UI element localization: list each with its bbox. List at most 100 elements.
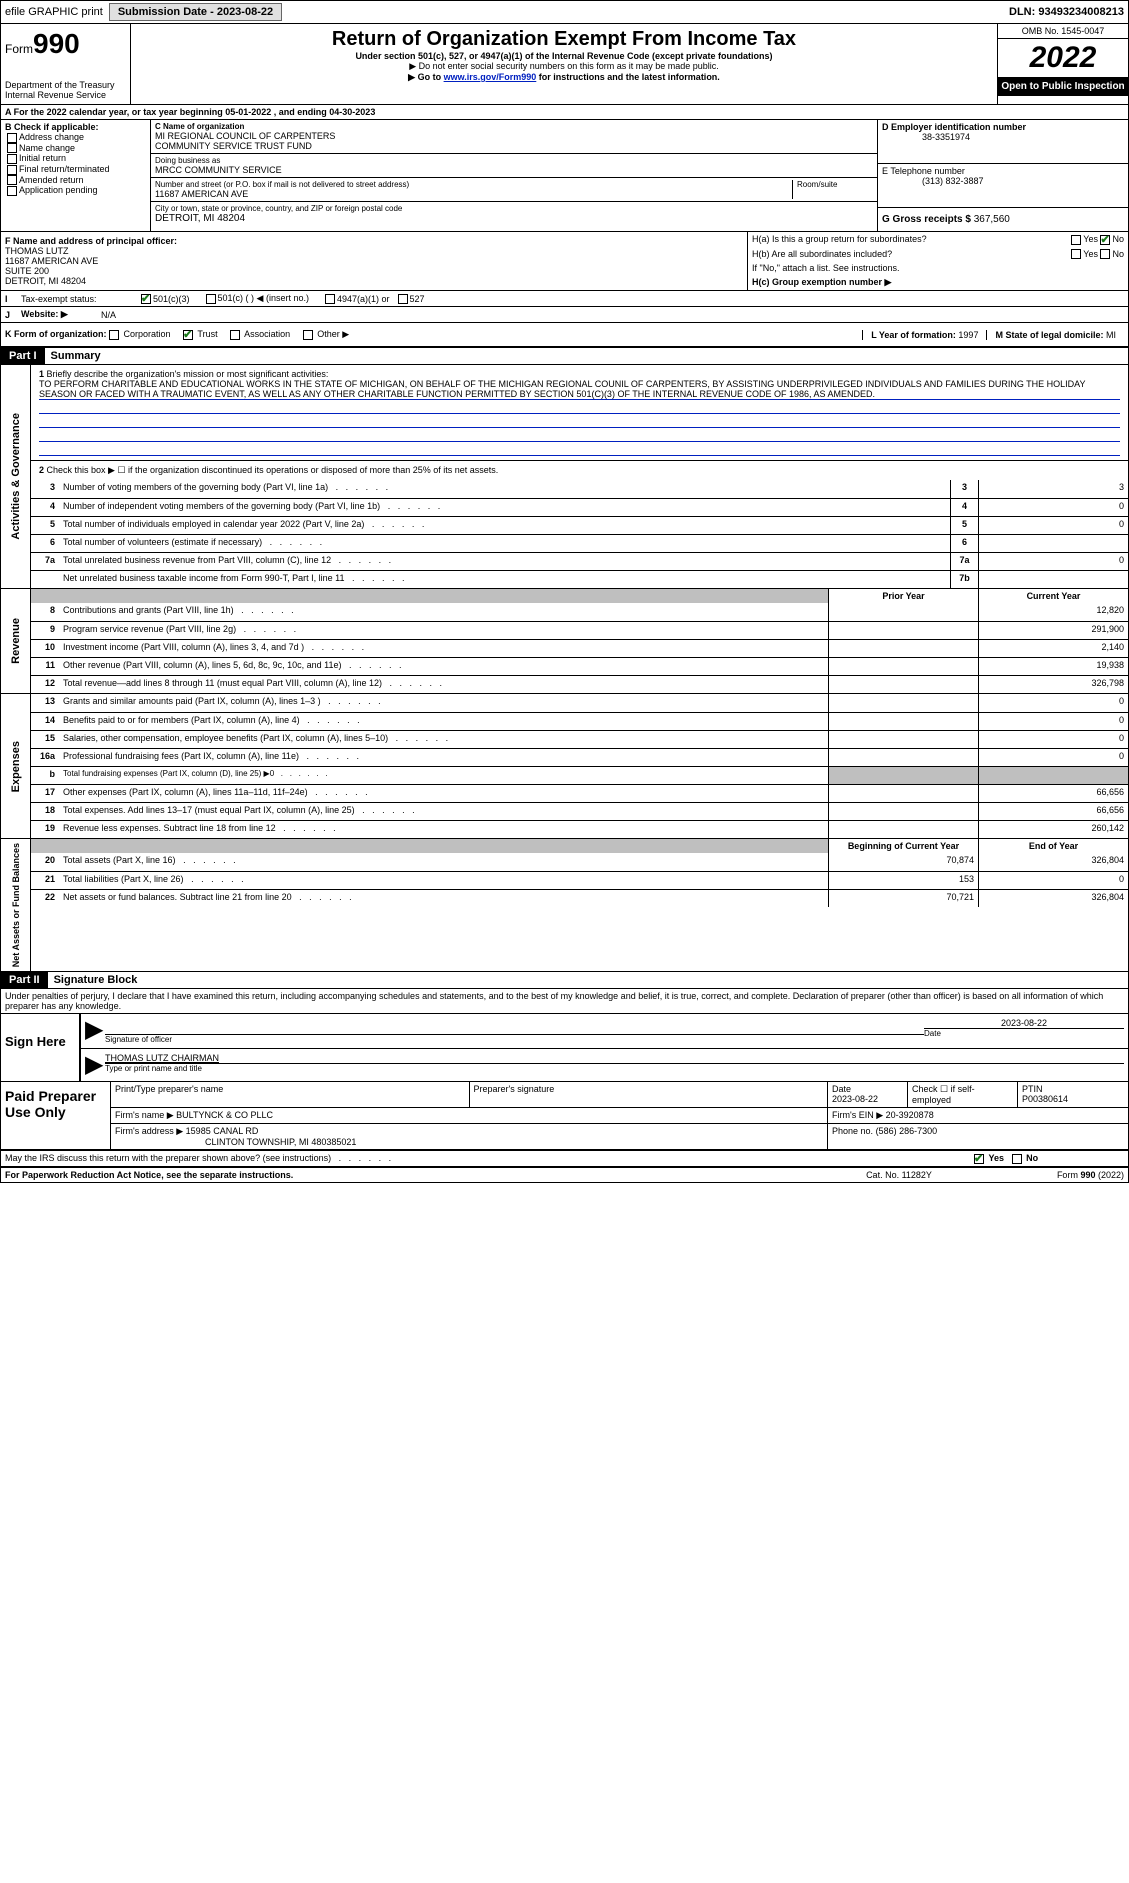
line-row: 8Contributions and grants (Part VIII, li… bbox=[31, 603, 1128, 621]
check-name-change[interactable]: Name change bbox=[5, 143, 146, 154]
section-bcd: B Check if applicable: Address change Na… bbox=[1, 120, 1128, 232]
part-1-header: Part I Summary bbox=[1, 348, 1128, 365]
line-row: 21Total liabilities (Part X, line 26)153… bbox=[31, 871, 1128, 889]
firm-phone-label: Phone no. bbox=[832, 1126, 873, 1136]
check-amended-return[interactable]: Amended return bbox=[5, 175, 146, 186]
ha-yes[interactable] bbox=[1071, 235, 1081, 245]
line-row: 18Total expenses. Add lines 13–17 (must … bbox=[31, 802, 1128, 820]
ein-label: D Employer identification number bbox=[882, 122, 1124, 132]
gross-value: 367,560 bbox=[974, 214, 1010, 225]
vert-label-governance: Activities & Governance bbox=[8, 409, 24, 544]
ha-label: H(a) Is this a group return for subordin… bbox=[752, 234, 1014, 245]
open-public-badge: Open to Public Inspection bbox=[998, 77, 1128, 96]
f-label: F Name and address of principal officer: bbox=[5, 236, 743, 246]
prep-date-value: 2023-08-22 bbox=[832, 1094, 878, 1104]
room-label: Room/suite bbox=[797, 180, 873, 189]
line-row: 9Program service revenue (Part VIII, lin… bbox=[31, 621, 1128, 639]
subtitle-3-pre: ▶ Go to bbox=[408, 72, 443, 82]
firm-addr-label: Firm's address ▶ bbox=[115, 1126, 183, 1136]
line-row: 19Revenue less expenses. Subtract line 1… bbox=[31, 820, 1128, 838]
l-value: 1997 bbox=[958, 330, 978, 340]
l-label: L Year of formation: bbox=[871, 330, 956, 340]
k-assoc[interactable] bbox=[230, 330, 240, 340]
tel-label: E Telephone number bbox=[882, 166, 1124, 176]
col-b-header: B Check if applicable: bbox=[5, 122, 146, 132]
submission-date-button[interactable]: Submission Date - 2023-08-22 bbox=[109, 3, 282, 21]
k-trust[interactable] bbox=[183, 330, 193, 340]
form-footer: Form 990 (2022) bbox=[974, 1170, 1124, 1180]
line-row: 7aTotal unrelated business revenue from … bbox=[31, 552, 1128, 570]
line-row: 6Total number of volunteers (estimate if… bbox=[31, 534, 1128, 552]
i-4947[interactable] bbox=[325, 294, 335, 304]
firm-name: BULTYNCK & CO PLLC bbox=[176, 1110, 273, 1120]
row-a-tax-year: A For the 2022 calendar year, or tax yea… bbox=[1, 105, 1128, 120]
j-label: Website: ▶ bbox=[21, 309, 101, 320]
part-2-header: Part II Signature Block bbox=[1, 972, 1128, 989]
line-row: 12Total revenue—add lines 8 through 11 (… bbox=[31, 675, 1128, 693]
perjury-declaration: Under penalties of perjury, I declare th… bbox=[1, 989, 1128, 1014]
prep-name-label: Print/Type preparer's name bbox=[115, 1084, 223, 1094]
sign-arrow-icon: ▶ bbox=[85, 1018, 105, 1044]
form-990-page: efile GRAPHIC print Submission Date - 20… bbox=[0, 0, 1129, 1183]
vert-label-revenue: Revenue bbox=[8, 614, 24, 668]
dba-value: MRCC COMMUNITY SERVICE bbox=[155, 165, 873, 175]
row-k: K Form of organization: Corporation Trus… bbox=[1, 323, 1128, 348]
i-501c3[interactable] bbox=[141, 294, 151, 304]
subtitle-1: Under section 501(c), 527, or 4947(a)(1)… bbox=[135, 51, 993, 61]
check-initial-return[interactable]: Initial return bbox=[5, 153, 146, 164]
ha-no[interactable] bbox=[1100, 235, 1110, 245]
sign-here-label: Sign Here bbox=[1, 1014, 81, 1081]
city-value: DETROIT, MI 48204 bbox=[155, 213, 873, 224]
discuss-yes[interactable] bbox=[974, 1154, 984, 1164]
hb-yes[interactable] bbox=[1071, 249, 1081, 259]
line-2-text: Check this box ▶ ☐ if the organization d… bbox=[47, 465, 499, 475]
hb-no[interactable] bbox=[1100, 249, 1110, 259]
discuss-no[interactable] bbox=[1012, 1154, 1022, 1164]
paid-preparer-block: Paid Preparer Use Only Print/Type prepar… bbox=[1, 1082, 1128, 1150]
line-row: 20Total assets (Part X, line 16)70,87432… bbox=[31, 853, 1128, 871]
firm-ein-label: Firm's EIN ▶ bbox=[832, 1110, 883, 1120]
omb-number: OMB No. 1545-0047 bbox=[998, 24, 1128, 39]
i-501c[interactable] bbox=[206, 294, 216, 304]
line-row: 13Grants and similar amounts paid (Part … bbox=[31, 694, 1128, 712]
tax-year: 2022 bbox=[998, 39, 1128, 77]
dept-label: Department of the Treasury bbox=[5, 80, 126, 90]
m-value: MI bbox=[1106, 330, 1116, 340]
end-year-header: End of Year bbox=[978, 839, 1128, 853]
check-address-change[interactable]: Address change bbox=[5, 132, 146, 143]
efile-label: efile GRAPHIC print bbox=[5, 6, 103, 18]
line-row: 17Other expenses (Part IX, column (A), l… bbox=[31, 784, 1128, 802]
cat-no: Cat. No. 11282Y bbox=[824, 1170, 974, 1180]
prep-date-label: Date bbox=[832, 1084, 851, 1094]
form990-link[interactable]: www.irs.gov/Form990 bbox=[444, 72, 537, 82]
i-527[interactable] bbox=[398, 294, 408, 304]
ptin-label: PTIN bbox=[1022, 1084, 1043, 1094]
k-other[interactable] bbox=[303, 330, 313, 340]
beginning-year-header: Beginning of Current Year bbox=[828, 839, 978, 853]
f-addr2: SUITE 200 bbox=[5, 266, 743, 276]
paid-preparer-label: Paid Preparer Use Only bbox=[1, 1082, 111, 1149]
sig-date-label: Date bbox=[924, 1028, 1124, 1038]
hb-note: If "No," attach a list. See instructions… bbox=[752, 263, 1124, 273]
addr-label: Number and street (or P.O. box if mail i… bbox=[155, 180, 788, 189]
mission-label: Briefly describe the organization's miss… bbox=[47, 369, 329, 379]
self-employed-check[interactable]: Check ☐ if self-employed bbox=[912, 1084, 975, 1105]
org-name-1: MI REGIONAL COUNCIL OF CARPENTERS bbox=[155, 131, 873, 141]
subtitle-3-post: for instructions and the latest informat… bbox=[536, 72, 720, 82]
tel-value: (313) 832-3887 bbox=[882, 176, 1124, 186]
ein-value: 38-3351974 bbox=[882, 132, 1124, 142]
form-header: Form990 Department of the Treasury Inter… bbox=[1, 24, 1128, 105]
section-activities-governance: Activities & Governance 1 Briefly descri… bbox=[1, 365, 1128, 589]
section-fh: F Name and address of principal officer:… bbox=[1, 232, 1128, 291]
mission-text: TO PERFORM CHARITABLE AND EDUCATIONAL WO… bbox=[39, 379, 1120, 400]
m-label: M State of legal domicile: bbox=[995, 330, 1103, 340]
k-corp[interactable] bbox=[109, 330, 119, 340]
sig-officer-label: Signature of officer bbox=[105, 1034, 924, 1044]
hb-label: H(b) Are all subordinates included? bbox=[752, 249, 1014, 260]
line-row: 22Net assets or fund balances. Subtract … bbox=[31, 889, 1128, 907]
check-application-pending[interactable]: Application pending bbox=[5, 185, 146, 196]
line-row: 3Number of voting members of the governi… bbox=[31, 480, 1128, 498]
form-number: 990 bbox=[33, 28, 80, 59]
line-row: bTotal fundraising expenses (Part IX, co… bbox=[31, 766, 1128, 784]
check-final-return[interactable]: Final return/terminated bbox=[5, 164, 146, 175]
